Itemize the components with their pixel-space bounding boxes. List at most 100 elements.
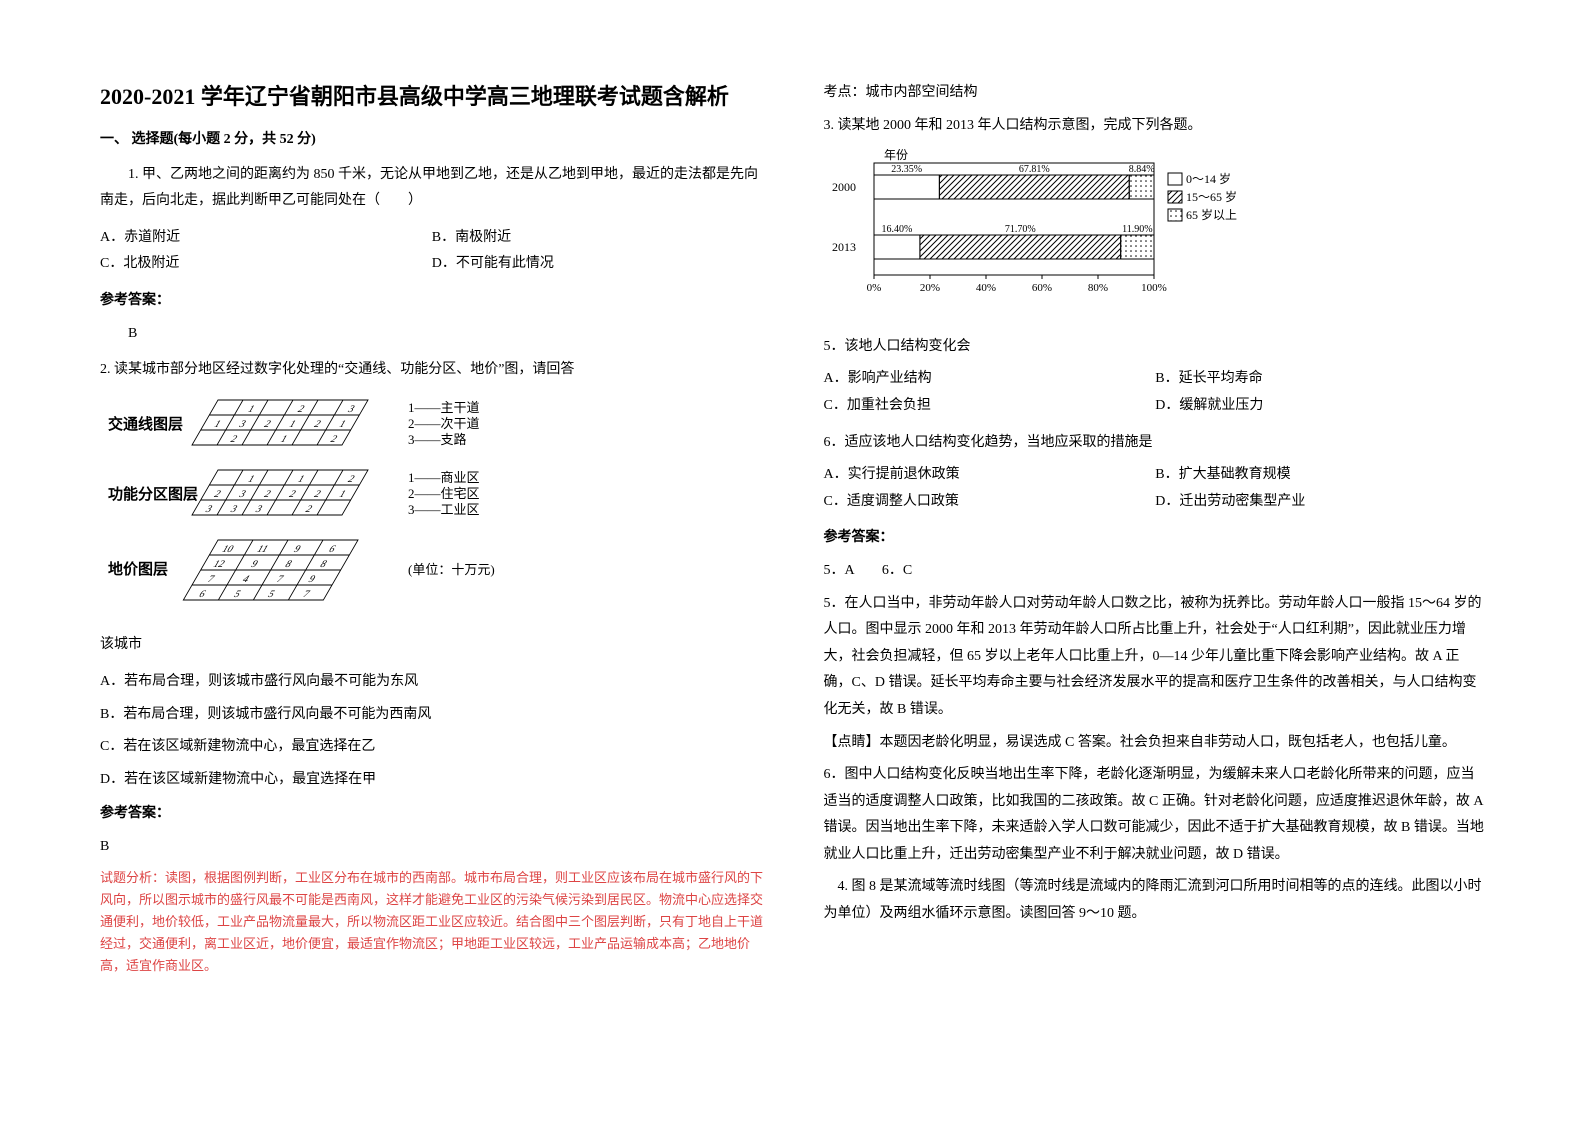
q4-text: 4. 图 8 是某流域等流时线图（等流时线是流域内的降雨汇流到河口所用时间相等的…	[824, 874, 1488, 927]
q3-intro: 3. 读某地 2000 年和 2013 年人口结构示意图，完成下列各题。	[824, 113, 1488, 140]
svg-text:9: 9	[306, 573, 317, 584]
svg-text:3——工业区: 3——工业区	[408, 502, 480, 517]
q1-opt-d: D．不可能有此情况	[432, 251, 764, 278]
right-answer-label: 参考答案：	[824, 525, 1488, 552]
q5-opt-a: A．影响产业结构	[824, 366, 1156, 393]
q2-opt-d: D．若在该区域新建物流中心，最宜选择在甲	[100, 767, 764, 794]
svg-text:4: 4	[240, 573, 252, 584]
svg-text:2013: 2013	[832, 240, 856, 254]
svg-text:80%: 80%	[1087, 282, 1107, 294]
q2-opt-a: A．若布局合理，则该城市盛行风向最不可能为东风	[100, 669, 764, 696]
svg-text:9: 9	[249, 558, 260, 569]
svg-text:2——次干道: 2——次干道	[408, 416, 480, 431]
svg-text:1——主干道: 1——主干道	[408, 400, 480, 415]
svg-text:10: 10	[219, 543, 235, 554]
svg-text:2000: 2000	[832, 180, 856, 194]
svg-text:8.84%: 8.84%	[1128, 164, 1154, 175]
q2-opt-c: C．若在该区域新建物流中心，最宜选择在乙	[100, 734, 764, 761]
svg-text:20%: 20%	[919, 282, 939, 294]
svg-text:1: 1	[245, 473, 256, 484]
svg-text:11.90%: 11.90%	[1122, 224, 1152, 235]
q6-opt-d: D．迁出劳动密集型产业	[1155, 489, 1487, 516]
q6-opt-a: A．实行提前退休政策	[824, 462, 1156, 489]
svg-text:2: 2	[228, 433, 239, 444]
svg-text:功能分区图层: 功能分区图层	[108, 485, 198, 503]
population-chart: 年份200023.35%67.81%8.84%201316.40%71.70%1…	[824, 149, 1488, 320]
svg-text:1: 1	[278, 433, 289, 444]
svg-text:2: 2	[262, 418, 273, 429]
svg-text:5: 5	[231, 588, 242, 599]
q2-opt-b: B．若布局合理，则该城市盛行风向最不可能为西南风	[100, 702, 764, 729]
q1-opt-a: A．赤道附近	[100, 225, 432, 252]
svg-text:2: 2	[345, 473, 356, 484]
svg-text:2: 2	[312, 488, 323, 499]
a6-text: 6．图中人口结构变化反映当地出生率下降，老龄化逐渐明显，为缓解未来人口老龄化所带…	[824, 762, 1488, 868]
svg-text:7: 7	[205, 573, 217, 584]
right-column: 考点：城市内部空间结构 3. 读某地 2000 年和 2013 年人口结构示意图…	[824, 80, 1488, 1042]
svg-text:0～14 岁: 0～14 岁	[1186, 171, 1231, 186]
svg-text:1: 1	[337, 488, 348, 499]
svg-text:地价图层: 地价图层	[108, 560, 168, 578]
svg-text:15～65 岁: 15～65 岁	[1186, 189, 1237, 204]
svg-text:3: 3	[228, 503, 239, 514]
svg-text:9: 9	[291, 543, 302, 554]
svg-text:100%: 100%	[1141, 282, 1167, 294]
q2-diagram: 交通线图层 123 132121 212 1——主干道 2——次干道	[100, 394, 764, 623]
left-column: 2020-2021 学年辽宁省朝阳市县高级中学高三地理联考试题含解析 一、 选择…	[100, 80, 764, 1042]
q6-text: 6．适应该地人口结构变化趋势，当地应采取的措施是	[824, 430, 1488, 457]
svg-text:1: 1	[287, 418, 298, 429]
svg-text:6: 6	[326, 543, 338, 554]
svg-text:(单位：十万元): (单位：十万元)	[408, 562, 495, 577]
a5-tip: 【点睛】本题因老龄化明显，易误选成 C 答案。社会负担来自非劳动人口，既包括老人…	[824, 730, 1488, 757]
q2-analysis: 试题分析：读图，根据图例判断，工业区分布在城市的西南部。城市布局合理，则工业区应…	[100, 867, 764, 977]
q2-answer: B	[100, 834, 764, 861]
q2-text: 2. 读某城市部分地区经过数字化处理的“交通线、功能分区、地价”图，请回答	[100, 357, 764, 384]
q2-answer-label: 参考答案：	[100, 801, 764, 828]
q6-options: A．实行提前退休政策 B．扩大基础教育规模 C．适度调整人口政策 D．迁出劳动密…	[824, 462, 1488, 515]
svg-text:65 岁以上: 65 岁以上	[1186, 207, 1237, 222]
svg-text:2: 2	[303, 503, 314, 514]
svg-text:71.70%: 71.70%	[1004, 224, 1035, 235]
a5-text: 5．在人口当中，非劳动年龄人口对劳动年龄人口数之比，被称为抚养比。劳动年龄人口一…	[824, 591, 1488, 724]
svg-text:67.81%: 67.81%	[1018, 164, 1049, 175]
svg-text:11: 11	[254, 543, 270, 554]
q1-opt-b: B．南极附近	[432, 225, 764, 252]
svg-text:6: 6	[196, 588, 208, 599]
svg-text:2: 2	[312, 418, 323, 429]
svg-text:7: 7	[274, 573, 286, 584]
q2-options: A．若布局合理，则该城市盛行风向最不可能为东风 B．若布局合理，则该城市盛行风向…	[100, 669, 764, 793]
svg-text:7: 7	[300, 588, 312, 599]
svg-text:2: 2	[287, 488, 298, 499]
svg-text:3: 3	[237, 418, 248, 429]
q1-options: A．赤道附近 B．南极附近 C．北极附近 D．不可能有此情况	[100, 225, 764, 278]
svg-text:12: 12	[211, 558, 227, 569]
right-answers: 5．A 6．C	[824, 558, 1488, 585]
svg-text:1: 1	[337, 418, 348, 429]
q5-opt-c: C．加重社会负担	[824, 393, 1156, 420]
svg-text:3——支路: 3——支路	[408, 432, 467, 447]
svg-text:40%: 40%	[975, 282, 995, 294]
kaodian: 考点：城市内部空间结构	[824, 80, 1488, 107]
svg-text:3: 3	[203, 503, 214, 514]
svg-text:3: 3	[345, 403, 356, 414]
svg-text:1: 1	[245, 403, 256, 414]
svg-text:2: 2	[295, 403, 306, 414]
q6-opt-c: C．适度调整人口政策	[824, 489, 1156, 516]
section-header: 一、 选择题(每小题 2 分，共 52 分)	[100, 127, 764, 154]
population-chart-svg: 年份200023.35%67.81%8.84%201316.40%71.70%1…	[824, 149, 1244, 309]
svg-text:3: 3	[253, 503, 264, 514]
q6-opt-b: B．扩大基础教育规模	[1155, 462, 1487, 489]
svg-text:2: 2	[212, 488, 223, 499]
doc-title: 2020-2021 学年辽宁省朝阳市县高级中学高三地理联考试题含解析	[100, 80, 764, 113]
q1-answer-label: 参考答案：	[100, 288, 764, 315]
q5-opt-b: B．延长平均寿命	[1155, 366, 1487, 393]
svg-text:8: 8	[318, 558, 329, 569]
q1-answer: B	[100, 321, 764, 348]
q5-opt-d: D．缓解就业压力	[1155, 393, 1487, 420]
svg-text:1: 1	[295, 473, 306, 484]
svg-text:2: 2	[328, 433, 339, 444]
layers-svg: 交通线图层 123 132121 212 1——主干道 2——次干道	[108, 394, 548, 614]
svg-text:0%: 0%	[866, 282, 881, 294]
svg-text:16.40%: 16.40%	[881, 224, 912, 235]
svg-text:1——商业区: 1——商业区	[408, 470, 480, 485]
